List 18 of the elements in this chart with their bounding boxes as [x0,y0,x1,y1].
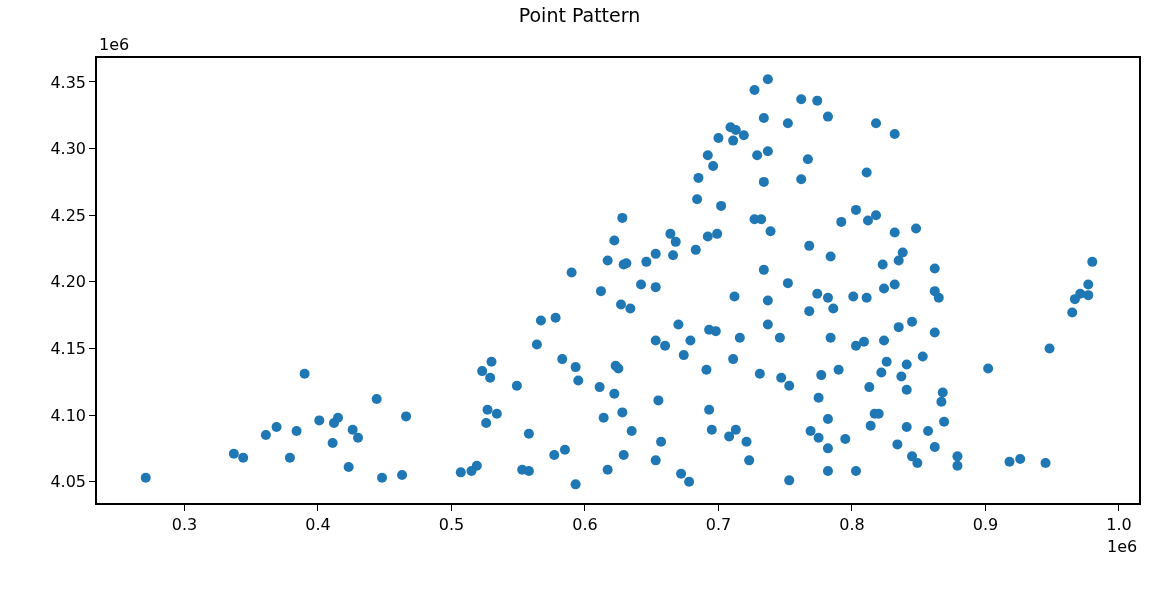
chart-title: Point Pattern [518,4,641,27]
text: 1e6 [1107,537,1138,556]
y-tick-label: 4.05 [50,472,87,492]
y-tick-label: 4.35 [50,72,87,92]
y-tick-label: 4.15 [50,339,87,359]
x-tick-label: 0.6 [572,514,598,534]
x-tick-label: 0.3 [171,514,198,534]
x-tick-label: 0.4 [305,514,331,534]
x-tick-label: 0.5 [438,514,465,534]
y-tick-label: 4.10 [50,405,87,425]
x-tick-label: 0.8 [839,514,865,534]
text: 1e6 [99,35,130,54]
y-tick-label: 4.30 [50,139,87,159]
y-tick-label: 4.25 [50,205,87,225]
x-tick-label: 0.9 [972,514,999,534]
x-tick-label: 0.7 [705,514,732,534]
x-tick-label: 1.0 [1106,514,1132,534]
y-tick-label: 4.20 [50,272,87,292]
